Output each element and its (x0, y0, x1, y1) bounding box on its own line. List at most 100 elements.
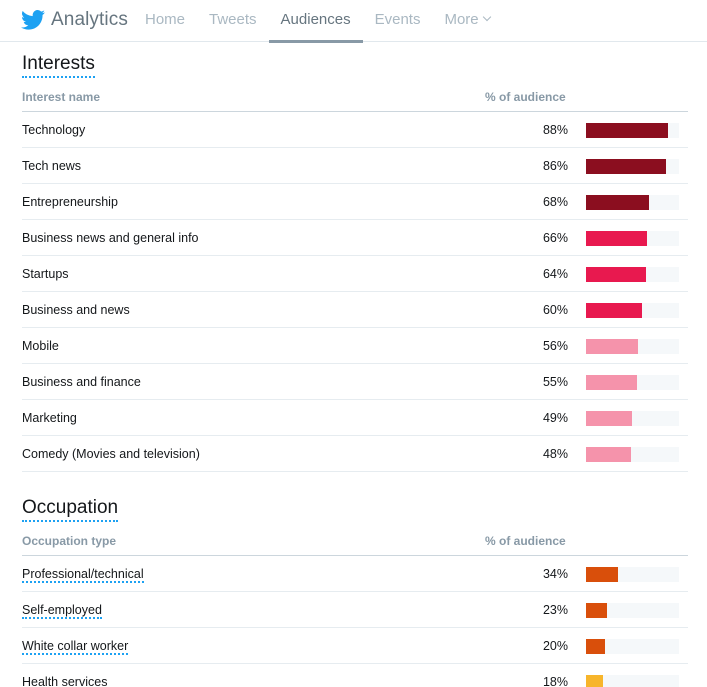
row-percent: 64% (542, 267, 568, 281)
interests-table-header: Interest name % of audience (22, 82, 688, 112)
row-percent: 55% (542, 375, 568, 389)
row-label: Business news and general info (22, 231, 199, 245)
bar-fill (586, 447, 631, 462)
row-percent: 20% (542, 639, 568, 653)
table-row: Technology 88% (22, 112, 688, 148)
table-row: Professional/technical 34% (22, 556, 688, 592)
row-percent: 49% (542, 411, 568, 425)
occupation-title-wrap: Occupation (22, 497, 688, 522)
row-label[interactable]: Professional/technical (22, 567, 144, 583)
bar-track (586, 603, 679, 618)
bar-fill (586, 303, 642, 318)
bar-fill (586, 675, 603, 687)
bar-track (586, 447, 679, 462)
row-percent: 34% (542, 567, 568, 581)
row-percent: 48% (542, 447, 568, 461)
table-row: White collar worker 20% (22, 628, 688, 664)
table-row: Entrepreneurship 68% (22, 184, 688, 220)
bar-fill (586, 231, 648, 246)
nav-events[interactable]: Events (363, 0, 433, 42)
nav-events-label: Events (374, 11, 421, 28)
table-row: Startups 64% (22, 256, 688, 292)
brand[interactable]: Analytics (21, 6, 128, 34)
row-percent: 56% (542, 339, 568, 353)
occupation-section: Occupation Occupation type % of audience… (22, 497, 688, 687)
nav-audiences-label: Audiences (280, 11, 351, 28)
occupation-title[interactable]: Occupation (22, 497, 119, 522)
row-label: Technology (22, 123, 86, 137)
twitter-bird-icon (21, 10, 45, 30)
row-label: Startups (22, 267, 69, 281)
interests-table-body: Technology 88% Tech news 86% Entrepreneurshi… (22, 112, 688, 472)
table-row: Health services 18% (22, 664, 688, 687)
top-navigation-bar: Analytics Home Tweets Audiences Events M… (0, 0, 707, 43)
occupation-col-name: Occupation type (22, 534, 117, 548)
bar-fill (586, 159, 666, 174)
bar-track (586, 303, 679, 318)
row-percent: 66% (542, 231, 568, 245)
row-percent: 68% (542, 195, 568, 209)
nav-tweets-label: Tweets (209, 11, 257, 28)
bar-track (586, 339, 679, 354)
nav-home-label: Home (145, 11, 186, 28)
row-label[interactable]: White collar worker (22, 639, 129, 655)
interests-section: Interests Interest name % of audience Te… (22, 53, 688, 472)
bar-fill (586, 375, 638, 390)
bar-fill (586, 123, 668, 138)
bar-track (586, 411, 679, 426)
bar-fill (586, 603, 608, 618)
bar-track (586, 567, 679, 582)
interests-title-wrap: Interests (22, 53, 688, 78)
table-row: Self-employed 23% (22, 592, 688, 628)
bar-track (586, 675, 679, 687)
row-label: Business and news (22, 303, 130, 317)
bar-track (586, 639, 679, 654)
bar-fill (586, 411, 632, 426)
occupation-table-header: Occupation type % of audience (22, 526, 688, 556)
nav-home[interactable]: Home (133, 0, 197, 42)
bar-fill (586, 195, 650, 210)
nav-more[interactable]: More (432, 0, 501, 42)
row-label: Business and finance (22, 375, 141, 389)
occupation-table-body: Professional/technical 34% Self-employed 23… (22, 556, 688, 687)
row-label: Comedy (Movies and television) (22, 447, 200, 461)
brand-name: Analytics (51, 9, 128, 30)
table-row: Comedy (Movies and television) 48% (22, 436, 688, 472)
row-percent: 23% (542, 603, 568, 617)
row-label: Marketing (22, 411, 77, 425)
row-label: Mobile (22, 339, 59, 353)
row-label[interactable]: Health services (22, 675, 107, 687)
bar-track (586, 267, 679, 282)
bar-track (586, 375, 679, 390)
table-row: Mobile 56% (22, 328, 688, 364)
table-row: Business and finance 55% (22, 364, 688, 400)
interests-col-name: Interest name (22, 90, 101, 104)
occupation-col-pct: % of audience (485, 534, 566, 548)
interests-col-pct: % of audience (485, 90, 566, 104)
interests-title[interactable]: Interests (22, 53, 95, 78)
main-nav: Home Tweets Audiences Events More (133, 0, 502, 43)
bar-track (586, 195, 679, 210)
nav-audiences[interactable]: Audiences (268, 0, 363, 43)
bar-track (586, 159, 679, 174)
bar-fill (586, 567, 618, 582)
row-percent: 88% (542, 123, 568, 137)
row-label: Tech news (22, 159, 82, 173)
nav-tweets[interactable]: Tweets (197, 0, 269, 42)
table-row: Tech news 86% (22, 148, 688, 184)
bar-fill (586, 639, 605, 654)
table-row: Marketing 49% (22, 400, 688, 436)
row-percent: 18% (542, 675, 568, 687)
bar-fill (586, 339, 639, 354)
row-percent: 86% (542, 159, 568, 173)
table-row: Business and news 60% (22, 292, 688, 328)
nav-more-label: More (444, 11, 479, 28)
chevron-down-icon (482, 12, 491, 22)
table-row: Business news and general info 66% (22, 220, 688, 256)
row-percent: 60% (542, 303, 568, 317)
row-label[interactable]: Self-employed (22, 603, 102, 619)
bar-track (586, 231, 679, 246)
row-label: Entrepreneurship (22, 195, 118, 209)
bar-fill (586, 267, 646, 282)
bar-track (586, 123, 679, 138)
